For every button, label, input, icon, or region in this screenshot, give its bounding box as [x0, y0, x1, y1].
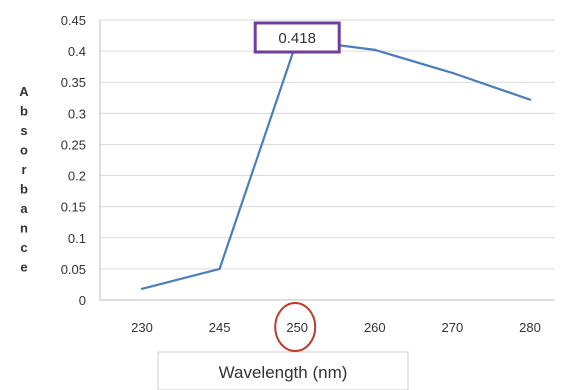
y-tick-label: 0.2 — [68, 169, 86, 184]
data-point — [451, 71, 454, 75]
y-tick-label: 0.35 — [61, 75, 86, 90]
y-axis-tick-labels: 0 0.05 0.1 0.15 0.2 0.25 0.3 0.35 0.4 0.45 — [61, 13, 86, 308]
y-axis-label-char: b — [20, 104, 28, 119]
x-tick-label: 230 — [131, 320, 153, 335]
y-axis-label-char: s — [20, 123, 27, 138]
y-axis-label-char: a — [20, 201, 28, 216]
value-callout: 0.418 — [253, 21, 341, 54]
series-layer — [140, 38, 532, 290]
y-axis-label-char: c — [20, 240, 27, 255]
x-tick-label: 280 — [519, 320, 541, 335]
data-point — [373, 48, 376, 52]
x-tick-label: 250 — [286, 320, 308, 335]
y-tick-label: 0.05 — [61, 262, 86, 277]
y-tick-label: 0.1 — [68, 231, 86, 246]
x-axis-label: Wavelength (nm) — [219, 363, 348, 382]
y-tick-label: 0 — [79, 293, 86, 308]
y-tick-label: 0.45 — [61, 13, 86, 28]
data-point — [528, 98, 532, 101]
data-point — [140, 287, 144, 290]
value-callout-box — [253, 21, 341, 54]
y-tick-label: 0.3 — [68, 106, 86, 121]
value-callout-label: 0.418 — [278, 30, 316, 47]
series-line — [141, 38, 531, 290]
y-axis-label-char: b — [20, 182, 28, 197]
highlight-circle — [274, 302, 317, 352]
data-point — [218, 267, 221, 271]
y-axis-label-char: n — [20, 221, 28, 236]
y-axis-label-char: e — [20, 260, 27, 275]
y-axis-label-char: r — [21, 162, 26, 177]
x-axis-label-box — [157, 351, 409, 390]
x-axis-tick-labels: 230 245 250 260 270 280 — [131, 320, 541, 335]
gridlines — [99, 19, 555, 301]
y-tick-label: 0.15 — [61, 200, 86, 215]
y-tick-label: 0.25 — [61, 137, 86, 152]
x-tick-label: 245 — [209, 320, 231, 335]
y-axis-label-char: A — [19, 84, 29, 99]
x-tick-label: 270 — [442, 320, 464, 335]
y-axis-label-char: o — [20, 143, 28, 158]
y-tick-label: 0.4 — [68, 44, 86, 59]
x-tick-label: 260 — [364, 320, 386, 335]
